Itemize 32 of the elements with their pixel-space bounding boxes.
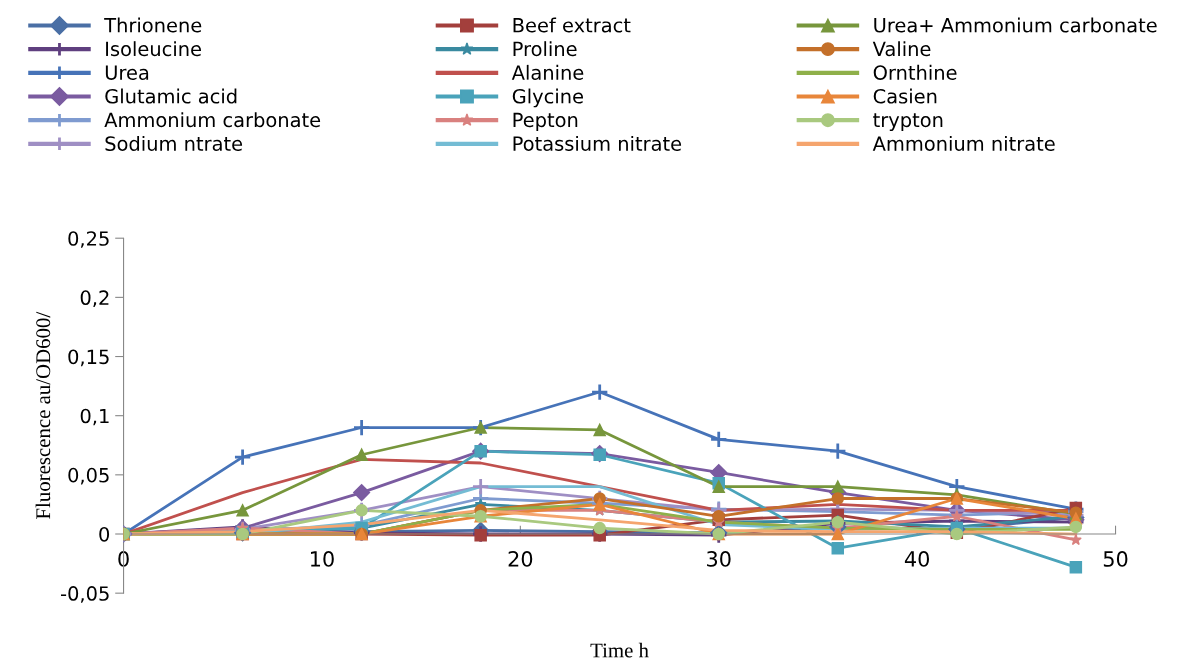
x-tick-label: 20 [508, 551, 533, 567]
legend-label: Beef extract [513, 17, 631, 33]
legend-label: Sodium ntrate [105, 135, 243, 151]
legend-label: Ammonium nitrate [872, 135, 1055, 151]
legend-label: Casien [873, 88, 937, 104]
legend-label: Isoleucine [106, 41, 201, 57]
x-tick-label: 10 [310, 551, 334, 567]
legend-label: Thrionene [104, 17, 202, 33]
x-tick-label: 40 [904, 551, 930, 567]
y-tick-label: -0,05 [61, 586, 109, 603]
y-tick-label: 0 [99, 526, 110, 542]
y-axis-title: Fluorescence au/OD600/ [35, 311, 51, 519]
y-tick-label: 0,25 [68, 231, 109, 248]
y-tick-label: 0,15 [68, 349, 109, 367]
legend-label: Urea+ Ammonium carbonate [874, 17, 1157, 33]
x-tick-label: 30 [707, 551, 731, 567]
y-tick-label: 0,2 [80, 290, 109, 308]
legend-label: trypton [873, 113, 943, 132]
legend-label: Potassium nitrate [513, 135, 682, 151]
legend-label: Alanine [511, 64, 584, 80]
legend-label: Valine [872, 41, 931, 57]
legend-label: Urea [105, 65, 149, 80]
legend-label: Glutamic acid [105, 88, 237, 104]
legend-label: Glycine [512, 88, 583, 108]
y-tick-label: 0,1 [80, 408, 109, 426]
legend-label: Proline [513, 41, 577, 57]
legend-label: Ornthine [873, 64, 957, 80]
x-axis-title: Time h [590, 642, 649, 658]
y-tick-label: 0,05 [68, 467, 109, 485]
x-tick-label: 50 [1103, 551, 1128, 567]
legend-label: Pepton [513, 112, 578, 132]
legend-label: Ammonium carbonate [104, 112, 321, 128]
